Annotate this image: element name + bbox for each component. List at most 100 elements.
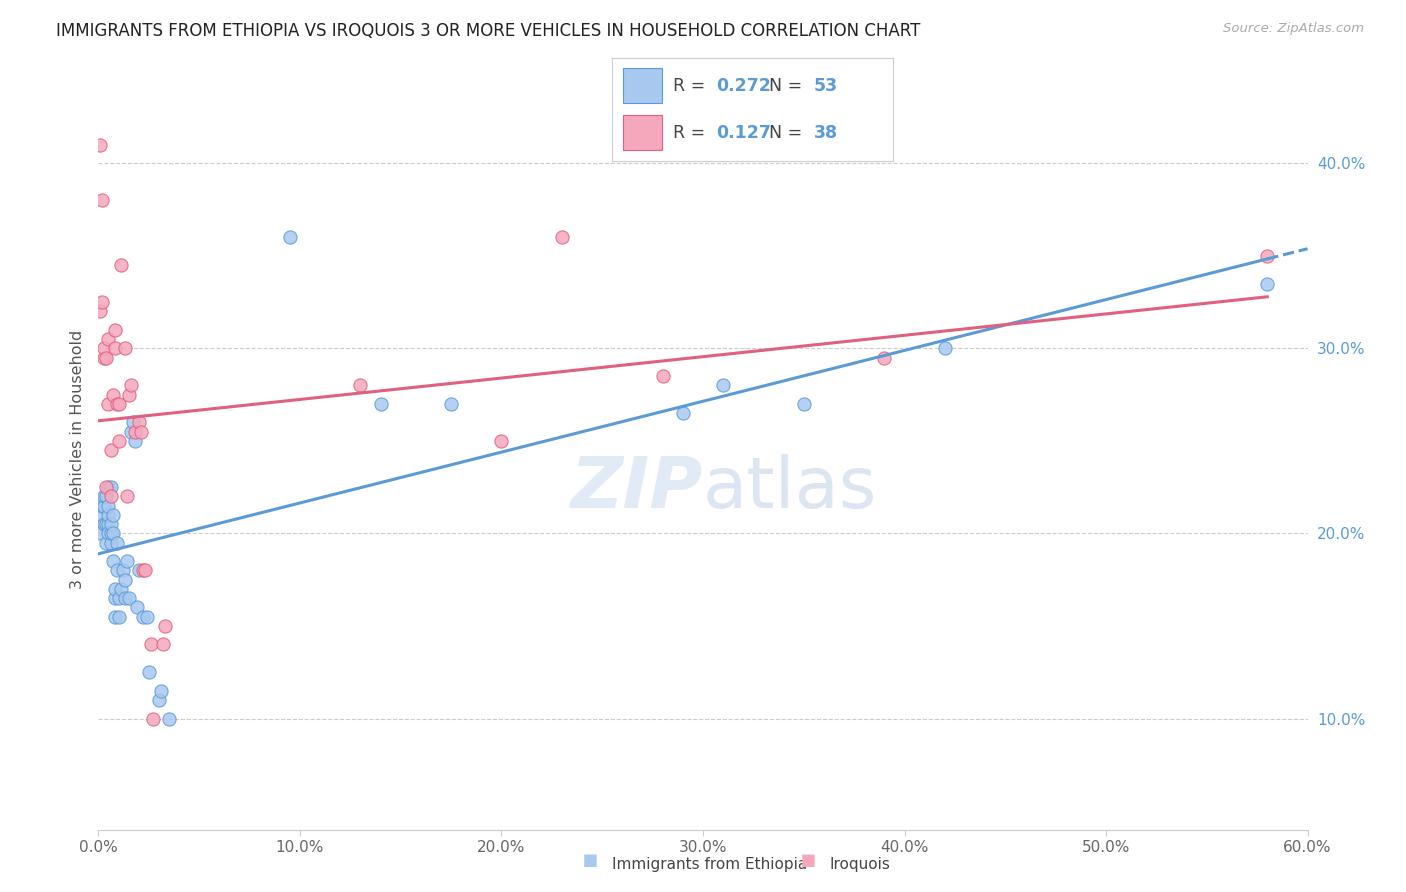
Point [142, 712, 165, 726]
Text: ZIP: ZIP [571, 455, 703, 524]
Point [134, 564, 156, 578]
Point [120, 425, 142, 439]
FancyBboxPatch shape [623, 115, 662, 150]
Point [128, 564, 150, 578]
Point [89, 526, 111, 541]
Text: 0.272: 0.272 [716, 77, 770, 95]
Point [278, 230, 301, 244]
Text: Source: ZipAtlas.com: Source: ZipAtlas.com [1223, 22, 1364, 36]
Text: atlas: atlas [703, 455, 877, 524]
Point [118, 591, 141, 606]
Point [96, 517, 118, 532]
Point [132, 609, 155, 624]
Point [149, 683, 172, 698]
Point [93, 517, 115, 532]
Point [110, 582, 132, 596]
Text: Immigrants from Ethiopia: Immigrants from Ethiopia [612, 857, 807, 872]
Point [97, 526, 120, 541]
Point [103, 609, 125, 624]
Text: IMMIGRANTS FROM ETHIOPIA VS IROQUOIS 3 OR MORE VEHICLES IN HOUSEHOLD CORRELATION: IMMIGRANTS FROM ETHIOPIA VS IROQUOIS 3 O… [56, 22, 921, 40]
Point [934, 342, 956, 356]
Text: ▪: ▪ [582, 848, 599, 872]
Point [132, 564, 155, 578]
Point [128, 415, 150, 429]
Point [91, 508, 114, 522]
Point [114, 573, 136, 587]
Point [97, 508, 120, 522]
Point [152, 637, 174, 651]
Text: 38: 38 [814, 124, 838, 142]
FancyBboxPatch shape [623, 69, 662, 103]
Point [103, 323, 125, 337]
Point [157, 712, 180, 726]
Point [101, 508, 124, 522]
Point [1256, 249, 1278, 263]
Point [107, 397, 129, 411]
Point [103, 582, 125, 596]
Point [97, 499, 120, 513]
Point [96, 480, 118, 494]
Point [121, 415, 143, 429]
Point [107, 609, 129, 624]
Point [651, 369, 673, 384]
Point [96, 351, 118, 365]
Point [100, 526, 122, 541]
Point [138, 665, 160, 680]
Text: R =: R = [673, 124, 711, 142]
Point [153, 619, 176, 633]
Point [118, 387, 141, 401]
Point [114, 342, 136, 356]
Point [793, 397, 815, 411]
Text: N =: N = [769, 124, 808, 142]
Point [114, 591, 136, 606]
Point [711, 378, 734, 392]
Point [370, 397, 392, 411]
Point [91, 295, 114, 310]
Point [115, 489, 138, 503]
Text: R =: R = [673, 77, 711, 95]
Point [96, 489, 118, 503]
Text: Iroquois: Iroquois [830, 857, 890, 872]
Point [103, 342, 125, 356]
Point [440, 397, 463, 411]
Point [96, 535, 118, 549]
Point [105, 397, 128, 411]
Point [101, 387, 124, 401]
Point [101, 554, 124, 568]
Point [107, 591, 129, 606]
Point [124, 425, 146, 439]
Point [100, 489, 122, 503]
Text: N =: N = [769, 77, 808, 95]
Point [111, 564, 134, 578]
Point [148, 693, 170, 707]
Point [100, 517, 122, 532]
Point [93, 489, 115, 503]
Point [93, 499, 115, 513]
Point [135, 609, 157, 624]
Point [93, 342, 115, 356]
Point [107, 434, 129, 448]
Point [139, 637, 162, 651]
Point [125, 600, 148, 615]
Point [91, 499, 114, 513]
Point [101, 526, 124, 541]
Point [105, 564, 128, 578]
Point [89, 137, 111, 152]
Point [89, 304, 111, 318]
Point [349, 378, 371, 392]
Point [97, 517, 120, 532]
Point [1256, 277, 1278, 291]
Point [551, 230, 574, 244]
Point [97, 332, 120, 346]
Text: 0.127: 0.127 [716, 124, 770, 142]
Point [491, 434, 513, 448]
Point [120, 378, 142, 392]
Point [124, 434, 146, 448]
Point [110, 258, 132, 272]
Point [100, 480, 122, 494]
Point [672, 406, 695, 420]
Point [100, 535, 122, 549]
Point [129, 425, 152, 439]
Text: 53: 53 [814, 77, 838, 95]
Text: ▪: ▪ [800, 848, 817, 872]
